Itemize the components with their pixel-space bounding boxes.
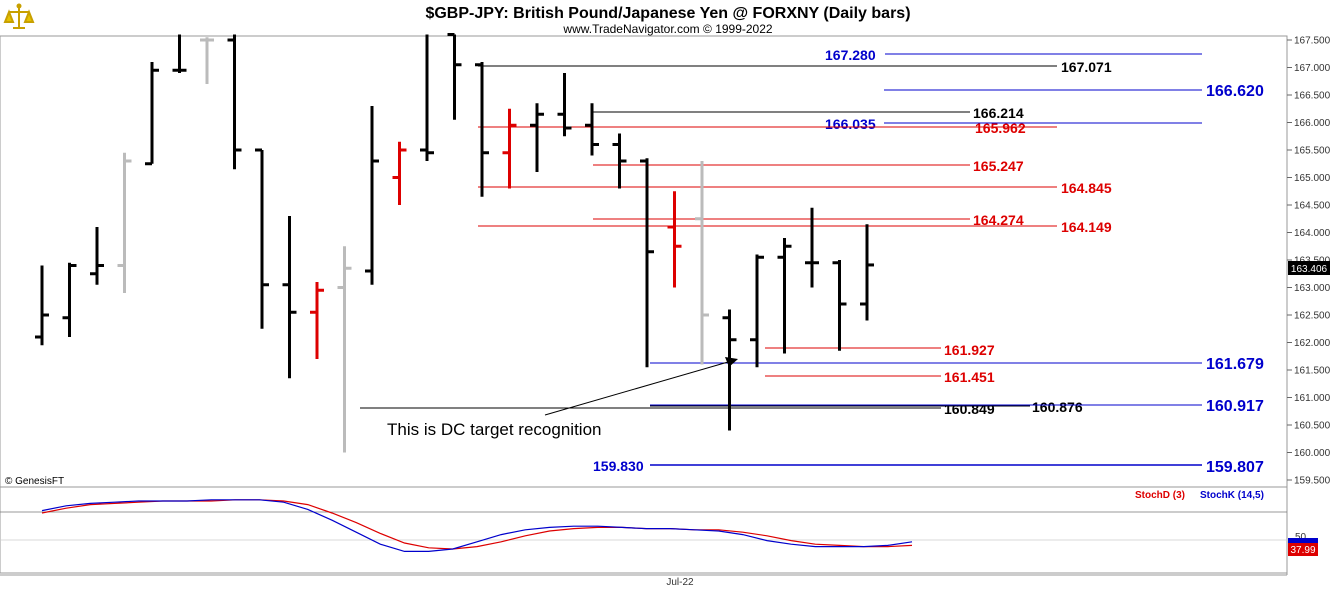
ohlc-bar [475, 62, 489, 197]
price-tick-label: 167.000 [1294, 63, 1331, 74]
stoch-last-box [1288, 543, 1318, 556]
stochastic-panel [0, 486, 1288, 574]
price-tick-label: 161.500 [1294, 366, 1331, 377]
ohlc-bar [200, 37, 214, 84]
ohlc-bar [145, 62, 159, 166]
price-axis-ticks: 167.500 167.000 166.500 166.000 165.500 165.0… [1287, 36, 1331, 487]
price-tick-label: 160.000 [1294, 448, 1331, 459]
price-tick-label: 163.000 [1294, 283, 1331, 294]
level-label: 159.807 [1206, 459, 1264, 476]
stoch-k-marker [1288, 538, 1318, 546]
ohlc-bar [227, 34, 242, 170]
stoch-last-value: 37.99 [1290, 545, 1315, 556]
price-tick-label: 166.500 [1294, 91, 1331, 102]
level-label: 164.274 [973, 212, 1024, 228]
ohlc-bar [282, 216, 297, 379]
price-panel [0, 35, 1288, 488]
level-label: 160.849 [944, 401, 995, 417]
ohlc-bar [832, 260, 847, 351]
ohlc-bar [612, 133, 627, 189]
level-label: 161.927 [944, 342, 995, 358]
annotation-arrow [544, 357, 738, 416]
ohlc-bar [337, 246, 352, 453]
ohlc-bar [35, 265, 49, 346]
price-tick-label: 162.000 [1294, 338, 1331, 349]
bull-bear-logo-icon [3, 2, 35, 34]
ohlc-bar [860, 224, 874, 321]
price-tick-label: 161.000 [1294, 393, 1331, 404]
ohlc-bar [530, 103, 544, 172]
ohlc-bar [420, 34, 434, 161]
level-label: 160.917 [1206, 398, 1264, 415]
ohlc-bar [117, 152, 132, 293]
price-tick-label: 167.500 [1294, 36, 1331, 47]
ohlc-bar [722, 309, 737, 431]
target-levels: 167.280 167.071 166.620 166.214 166.035 165.9… [360, 47, 1264, 476]
price-tick-label: 160.500 [1294, 421, 1331, 432]
last-price-box [1288, 261, 1330, 275]
price-tick-label: 159.500 [1294, 476, 1331, 487]
level-label: 164.149 [1061, 219, 1112, 235]
stoch-k-label: StochK (14,5) [1200, 490, 1264, 501]
ohlc-bar [640, 158, 654, 368]
level-label: 165.247 [973, 158, 1024, 174]
ohlc-bar [777, 238, 792, 354]
level-label: 166.214 [973, 105, 1024, 121]
ohlc-bar [392, 141, 407, 205]
level-label: 165.962 [975, 120, 1026, 136]
copyright-text: © GenesisFT [5, 476, 64, 487]
level-label: 164.845 [1061, 180, 1112, 196]
price-tick-label: 164.500 [1294, 201, 1331, 212]
level-label: 166.035 [825, 116, 876, 132]
ohlc-bar [310, 282, 324, 359]
level-label: 166.620 [1206, 83, 1264, 100]
chart-title: $GBP-JPY: British Pound/Japanese Yen @ F… [425, 5, 910, 22]
ohlc-bar [172, 34, 187, 73]
chart-subtitle: www.TradeNavigator.com © 1999-2022 [562, 22, 772, 36]
level-label: 167.071 [1061, 59, 1112, 75]
ohlc-bar [447, 33, 462, 120]
level-label: 161.451 [944, 369, 995, 385]
price-tick-label: 165.000 [1294, 173, 1331, 184]
stoch-k-line [41, 499, 913, 552]
ohlc-bar [365, 106, 379, 285]
price-tick-label: 166.000 [1294, 118, 1331, 129]
ohlc-bar [255, 148, 269, 329]
level-label: 161.679 [1206, 356, 1264, 373]
level-label: 159.830 [593, 458, 644, 474]
time-axis-label: Jul-22 [666, 577, 694, 588]
price-tick-label: 165.500 [1294, 146, 1331, 157]
level-label: 160.876 [1032, 399, 1083, 415]
ohlc-bars [35, 33, 874, 453]
ohlc-bar [695, 161, 709, 365]
ohlc-bar [557, 73, 572, 137]
annotation-text: This is DC target recognition [387, 420, 601, 439]
ohlc-bar [502, 108, 517, 189]
price-tick-label: 162.500 [1294, 311, 1331, 322]
ohlc-bar [667, 191, 682, 288]
level-label: 167.280 [825, 47, 876, 63]
stoch-level-label: 50 [1295, 532, 1307, 543]
ohlc-bar [750, 254, 764, 368]
price-tick-label: 164.000 [1294, 228, 1331, 239]
last-price-label: 163.406 [1291, 264, 1328, 275]
stoch-d-label: StochD (3) [1135, 490, 1185, 501]
ohlc-bar [805, 207, 819, 288]
ohlc-bar [585, 103, 599, 156]
ohlc-bar [90, 227, 104, 285]
ohlc-bar [62, 262, 77, 337]
